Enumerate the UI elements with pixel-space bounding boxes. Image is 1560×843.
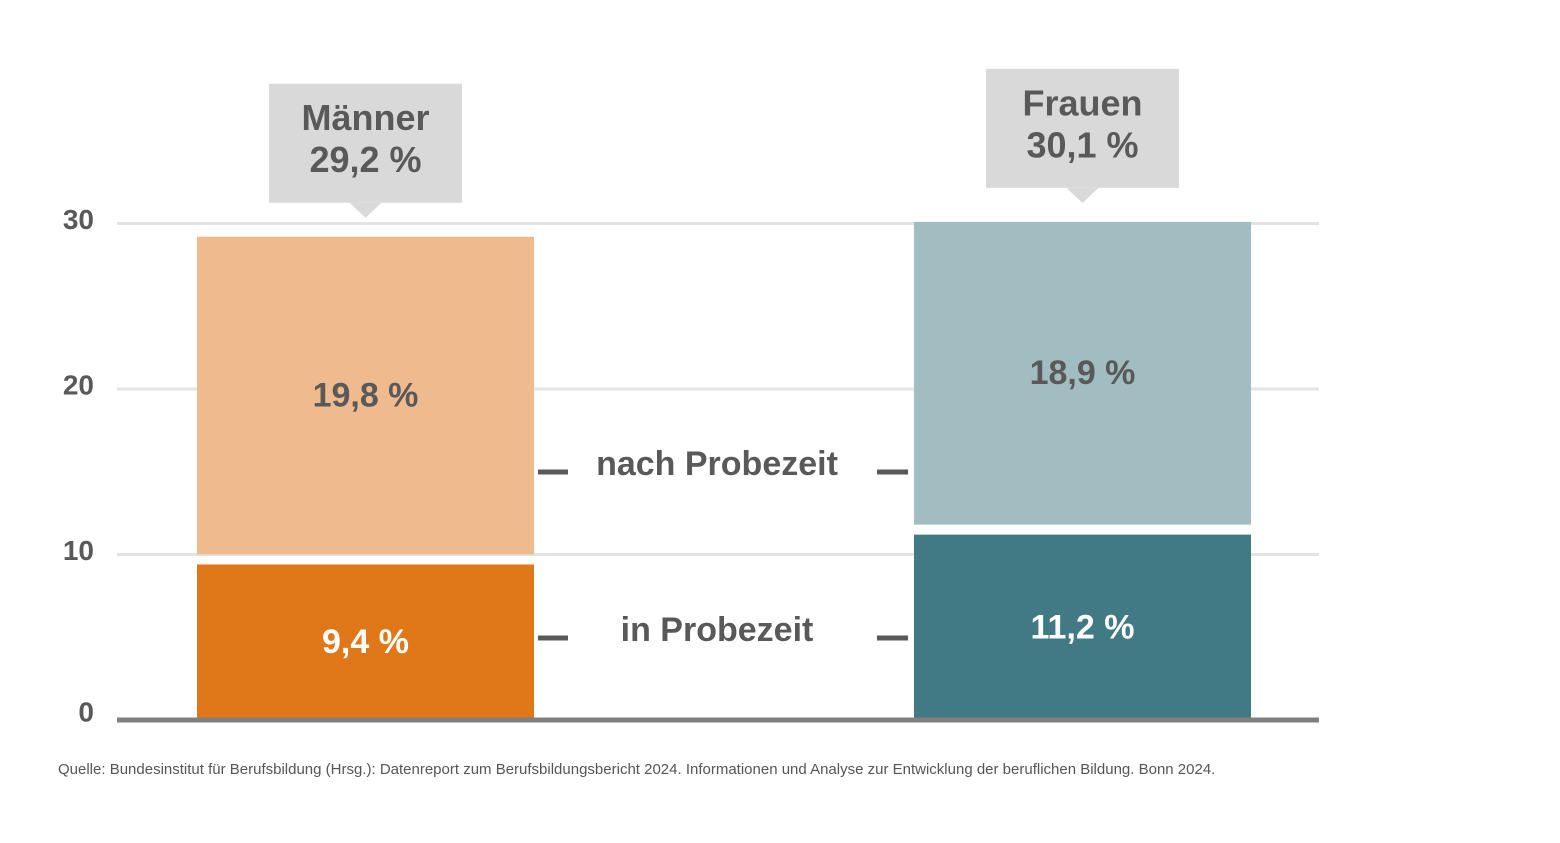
callout-box	[269, 83, 462, 203]
series-label: in Probezeit	[621, 611, 814, 649]
category-label: Männer	[301, 97, 429, 138]
data-label: 9,4 %	[322, 623, 409, 661]
y-tick-label: 10	[63, 535, 94, 566]
data-label: 18,9 %	[1030, 354, 1136, 392]
total-label: 30,1 %	[1026, 124, 1138, 165]
y-tick-label: 20	[63, 370, 94, 401]
y-tick-label: 0	[78, 697, 94, 728]
bar-segment	[197, 564, 534, 720]
bar-segment	[914, 221, 1251, 525]
data-label: 19,8 %	[313, 377, 419, 415]
callout-pointer	[349, 202, 382, 218]
callout-pointer	[1066, 187, 1099, 203]
category-label: Frauen	[1022, 82, 1142, 123]
series-label: nach Probezeit	[596, 445, 838, 483]
bar-segment	[914, 534, 1251, 720]
callout-box	[986, 68, 1179, 188]
y-tick-label: 30	[63, 204, 94, 235]
total-label: 29,2 %	[309, 139, 421, 180]
data-label: 11,2 %	[1031, 608, 1135, 646]
bar-segment	[197, 236, 534, 555]
source-note: Quelle: Bundesinstitut für Berufsbildung…	[58, 761, 1216, 778]
